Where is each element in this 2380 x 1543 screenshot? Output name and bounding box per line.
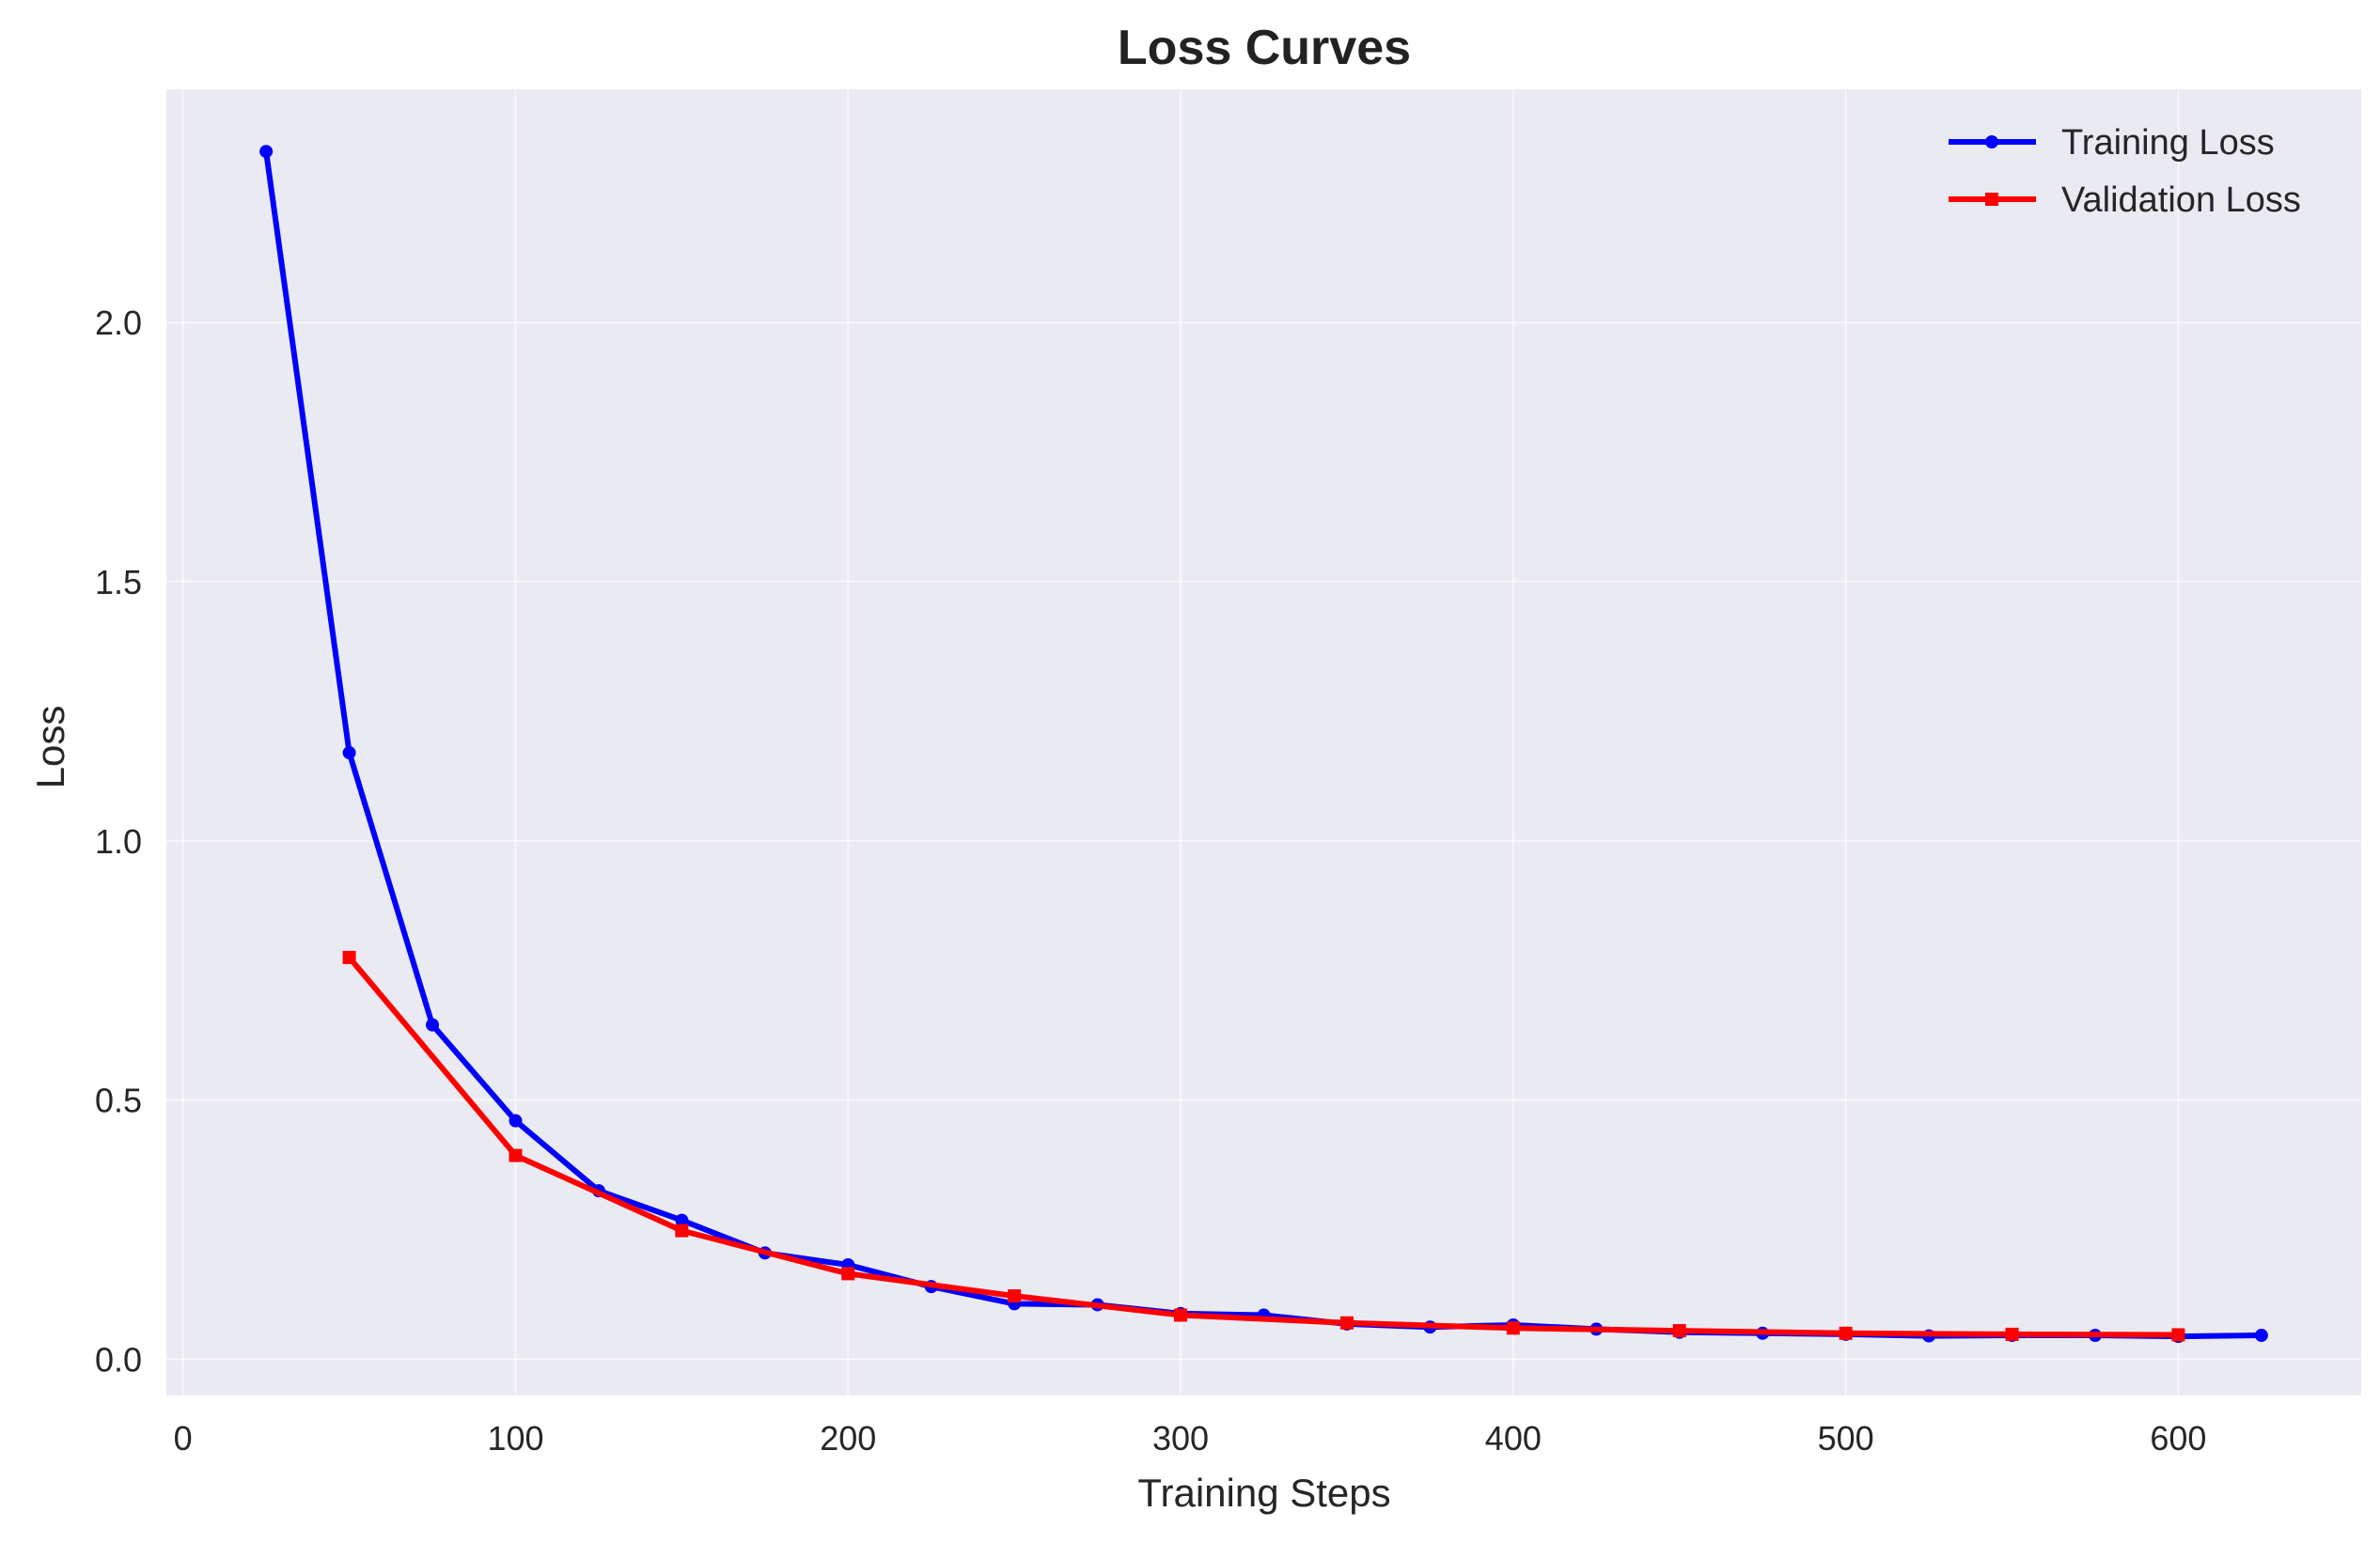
validation-loss-point: [675, 1223, 689, 1238]
y-tick-label: 1.0: [95, 822, 142, 861]
y-tick-label: 1.5: [95, 563, 142, 601]
training-loss-point: [2254, 1329, 2268, 1343]
x-axis-ticks: 0 100 200 300 400 500 600: [174, 1419, 2207, 1457]
validation-loss-point: [509, 1148, 523, 1162]
validation-loss-point: [1506, 1321, 1520, 1335]
y-axis-label: Loss: [28, 706, 72, 789]
x-tick-label: 100: [487, 1419, 543, 1457]
validation-loss-point: [2171, 1328, 2185, 1342]
validation-loss-line: [346, 954, 2182, 1338]
validation-loss-point: [1008, 1289, 1022, 1303]
validation-loss-point: [841, 1267, 855, 1281]
plot-area: [166, 89, 2361, 1395]
y-tick-label: 0.0: [95, 1340, 142, 1379]
validation-loss-point: [1174, 1308, 1188, 1322]
x-tick-label: 0: [174, 1419, 193, 1457]
validation-loss-point: [1839, 1326, 1853, 1340]
x-tick-label: 400: [1485, 1419, 1542, 1457]
legend-label-validation: Validation Loss: [2061, 180, 2301, 220]
y-axis-ticks: 0.0 0.5 1.0 1.5 2.0: [95, 304, 142, 1379]
chart-title: Loss Curves: [1118, 21, 1411, 75]
legend-item-validation: Validation Loss: [1949, 180, 2301, 220]
y-tick-label: 2.0: [95, 304, 142, 342]
validation-loss-point: [1339, 1316, 1354, 1330]
y-tick-label: 0.5: [95, 1082, 142, 1120]
x-tick-label: 600: [2150, 1419, 2206, 1457]
training-loss-point: [259, 145, 274, 159]
x-tick-label: 300: [1152, 1419, 1209, 1457]
validation-loss-point: [342, 950, 356, 964]
x-tick-label: 500: [1818, 1419, 1874, 1457]
training-loss-point: [342, 746, 356, 760]
legend-item-training: Training Loss: [1949, 123, 2275, 163]
x-tick-label: 200: [820, 1419, 876, 1457]
x-axis-label: Training Steps: [1137, 1471, 1390, 1515]
grid-lines: [166, 89, 2361, 1395]
legend-label-training: Training Loss: [2061, 123, 2275, 163]
legend: Training Loss Validation Loss: [1949, 123, 2301, 220]
training-loss-point: [509, 1114, 523, 1128]
training-loss-point: [675, 1213, 689, 1227]
training-loss-point: [426, 1018, 440, 1032]
series-layer: [259, 145, 2268, 1344]
validation-loss-point: [1672, 1324, 1686, 1338]
validation-loss-point: [2005, 1327, 2019, 1341]
